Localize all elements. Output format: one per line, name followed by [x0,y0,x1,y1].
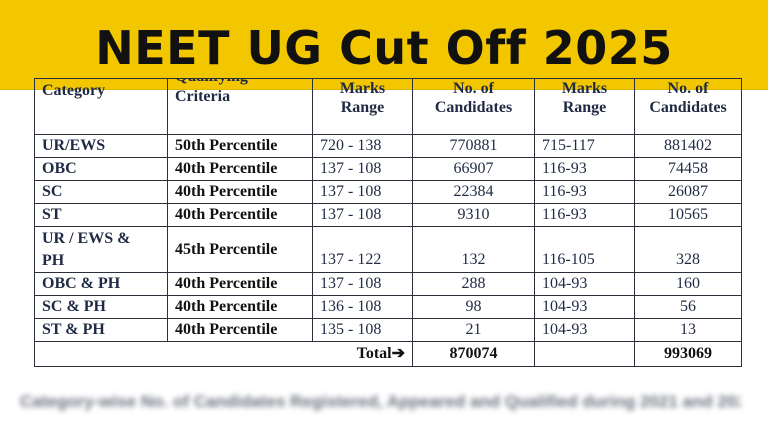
total-row: Total➔ 870074 993069 [34,341,742,367]
header-criteria-clip: Qualifying Criteria [175,80,305,132]
header-marks-range-2-line2: Range [562,99,607,117]
cell-candidates-1: 132 [412,226,535,273]
table-row: UR/EWS 50th Percentile 720 - 138 770881 … [34,134,742,158]
header-category: Category [34,78,168,135]
cell-marks-range-1: 137 - 108 [312,157,413,181]
cell-candidates-2: 10565 [634,203,742,227]
header-candidates-1: No. of Candidates [412,78,535,135]
cell-candidates-2: 56 [634,295,742,319]
header-candidates-1-line1: No. of [453,80,494,97]
header-marks-range-1-line1: Marks [339,80,386,97]
blurred-caption: Category-wise No. of Candidates Register… [20,392,740,411]
table-row: ST 40th Percentile 137 - 108 9310 116-93… [34,203,742,227]
header-candidates-2-line1: No. of [667,80,709,97]
table-row: SC 40th Percentile 137 - 108 22384 116-9… [34,180,742,204]
cell-marks-range-2: 715-117 [534,134,635,158]
header-candidates-2-line2: Candidates [649,99,727,117]
page-title: NEET UG Cut Off 2025 [95,20,673,75]
cell-marks-range-2: 104-93 [534,318,635,342]
cell-category: OBC [34,157,168,181]
cell-criteria: 40th Percentile [167,318,313,342]
cell-candidates-1: 21 [412,318,535,342]
cell-marks-range-1: 137 - 108 [312,203,413,227]
cell-marks-range-2: 104-93 [534,295,635,319]
cell-marks-range-1: 137 - 108 [312,180,413,204]
cell-candidates-2: 328 [634,226,742,273]
total-candidates-1: 870074 [412,341,535,367]
cell-candidates-2: 26087 [634,180,742,204]
cell-marks-range-2: 116-93 [534,157,635,181]
cell-category: ST & PH [34,318,168,342]
header-marks-range-2: Marks Range [534,78,635,135]
header-category-label: Category [42,82,106,99]
cutoff-table-container: Category Qualifying Criteria Marks Range… [34,78,742,367]
cell-criteria: 40th Percentile [167,295,313,319]
cell-criteria: 40th Percentile [167,180,313,204]
header-marks-range-2-line1: Marks [561,80,608,97]
header-marks-range-1: Marks Range [312,78,413,135]
cell-marks-range-2: 104-93 [534,272,635,296]
cell-candidates-1: 66907 [412,157,535,181]
total-label: Total [356,345,392,363]
cell-marks-range-2: 116-93 [534,180,635,204]
table-row: UR / EWS & PH 45th Percentile 137 - 122 … [34,226,742,273]
cell-criteria: 50th Percentile [167,134,313,158]
cell-category-line2: PH [42,251,65,269]
cell-candidates-1: 98 [412,295,535,319]
cell-marks-range-1: 137 - 108 [312,272,413,296]
cell-category: UR/EWS [34,134,168,158]
cell-candidates-1: 9310 [412,203,535,227]
cell-marks-range-2: 116-93 [534,203,635,227]
cutoff-table: Category Qualifying Criteria Marks Range… [34,78,742,367]
cell-criteria: 40th Percentile [167,272,313,296]
table-row: OBC & PH 40th Percentile 137 - 108 288 1… [34,272,742,296]
total-label-cell: Total➔ [34,341,413,367]
cell-candidates-2: 881402 [634,134,742,158]
cell-marks-range-1: 137 - 122 [312,226,413,273]
header-criteria: Qualifying Criteria [167,78,313,135]
header-criteria-label: Criteria [175,88,231,105]
cell-marks-range-1: 135 - 108 [312,318,413,342]
header-candidates-2: No. of Candidates [634,78,742,135]
header-marks-range-1-line2: Range [340,99,385,117]
cell-category: SC & PH [34,295,168,319]
cell-category: OBC & PH [34,272,168,296]
table-row: ST & PH 40th Percentile 135 - 108 21 104… [34,318,742,342]
cell-candidates-1: 22384 [412,180,535,204]
total-empty-cell [534,341,635,367]
cell-candidates-2: 74458 [634,157,742,181]
cell-category: UR / EWS & PH [34,226,168,273]
cell-criteria: 40th Percentile [167,203,313,227]
cell-marks-range-1: 720 - 138 [312,134,413,158]
table-row: SC & PH 40th Percentile 136 - 108 98 104… [34,295,742,319]
table-header-row: Category Qualifying Criteria Marks Range… [34,78,742,135]
cell-candidates-2: 13 [634,318,742,342]
table-row: OBC 40th Percentile 137 - 108 66907 116-… [34,157,742,181]
arrow-right-icon: ➔ [391,345,405,363]
header-criteria-top: Qualifying [175,80,305,88]
cell-candidates-1: 770881 [412,134,535,158]
cell-candidates-1: 288 [412,272,535,296]
cell-category-line1: UR / EWS & [42,229,131,247]
cell-category: ST [34,203,168,227]
cell-criteria: 45th Percentile [167,226,313,273]
cell-candidates-2: 160 [634,272,742,296]
cell-category: SC [34,180,168,204]
cell-marks-range-1: 136 - 108 [312,295,413,319]
total-candidates-2: 993069 [634,341,742,367]
cell-marks-range-2: 116-105 [534,226,635,273]
header-candidates-1-line2: Candidates [434,99,513,117]
cell-criteria: 40th Percentile [167,157,313,181]
title-banner: NEET UG Cut Off 2025 [0,0,768,90]
